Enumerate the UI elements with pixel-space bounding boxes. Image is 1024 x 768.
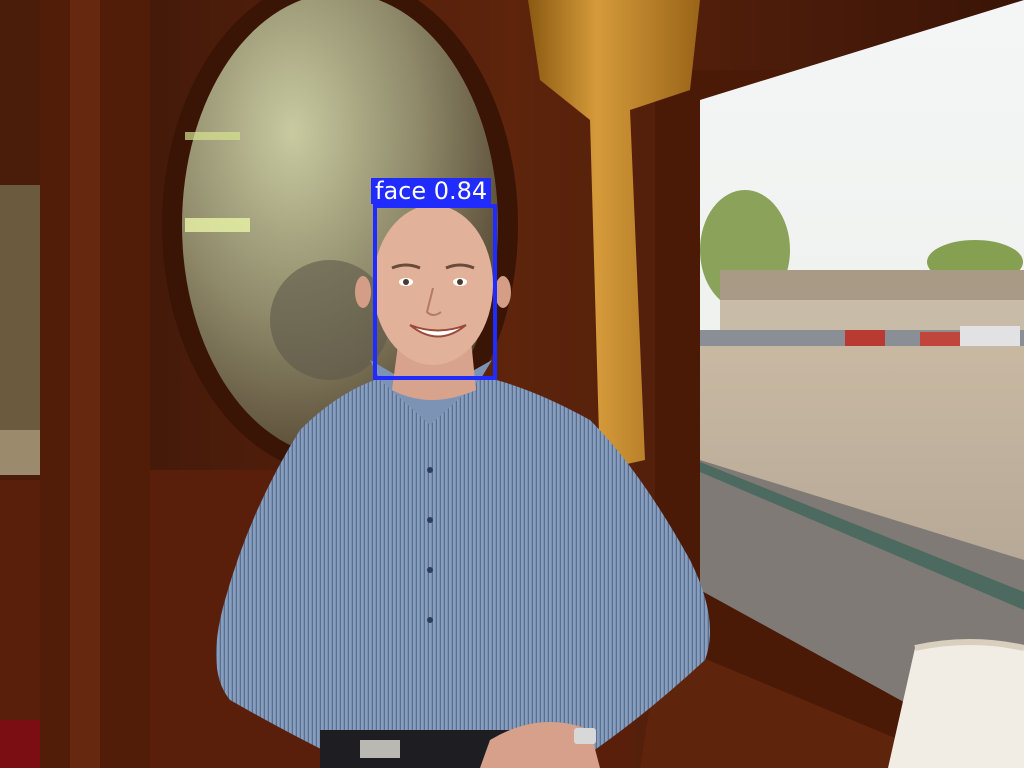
- face-detection-label: face 0.84: [371, 177, 492, 205]
- detection-class: face: [375, 177, 427, 205]
- detection-score: 0.84: [433, 177, 488, 205]
- face-detection-box: [373, 204, 497, 380]
